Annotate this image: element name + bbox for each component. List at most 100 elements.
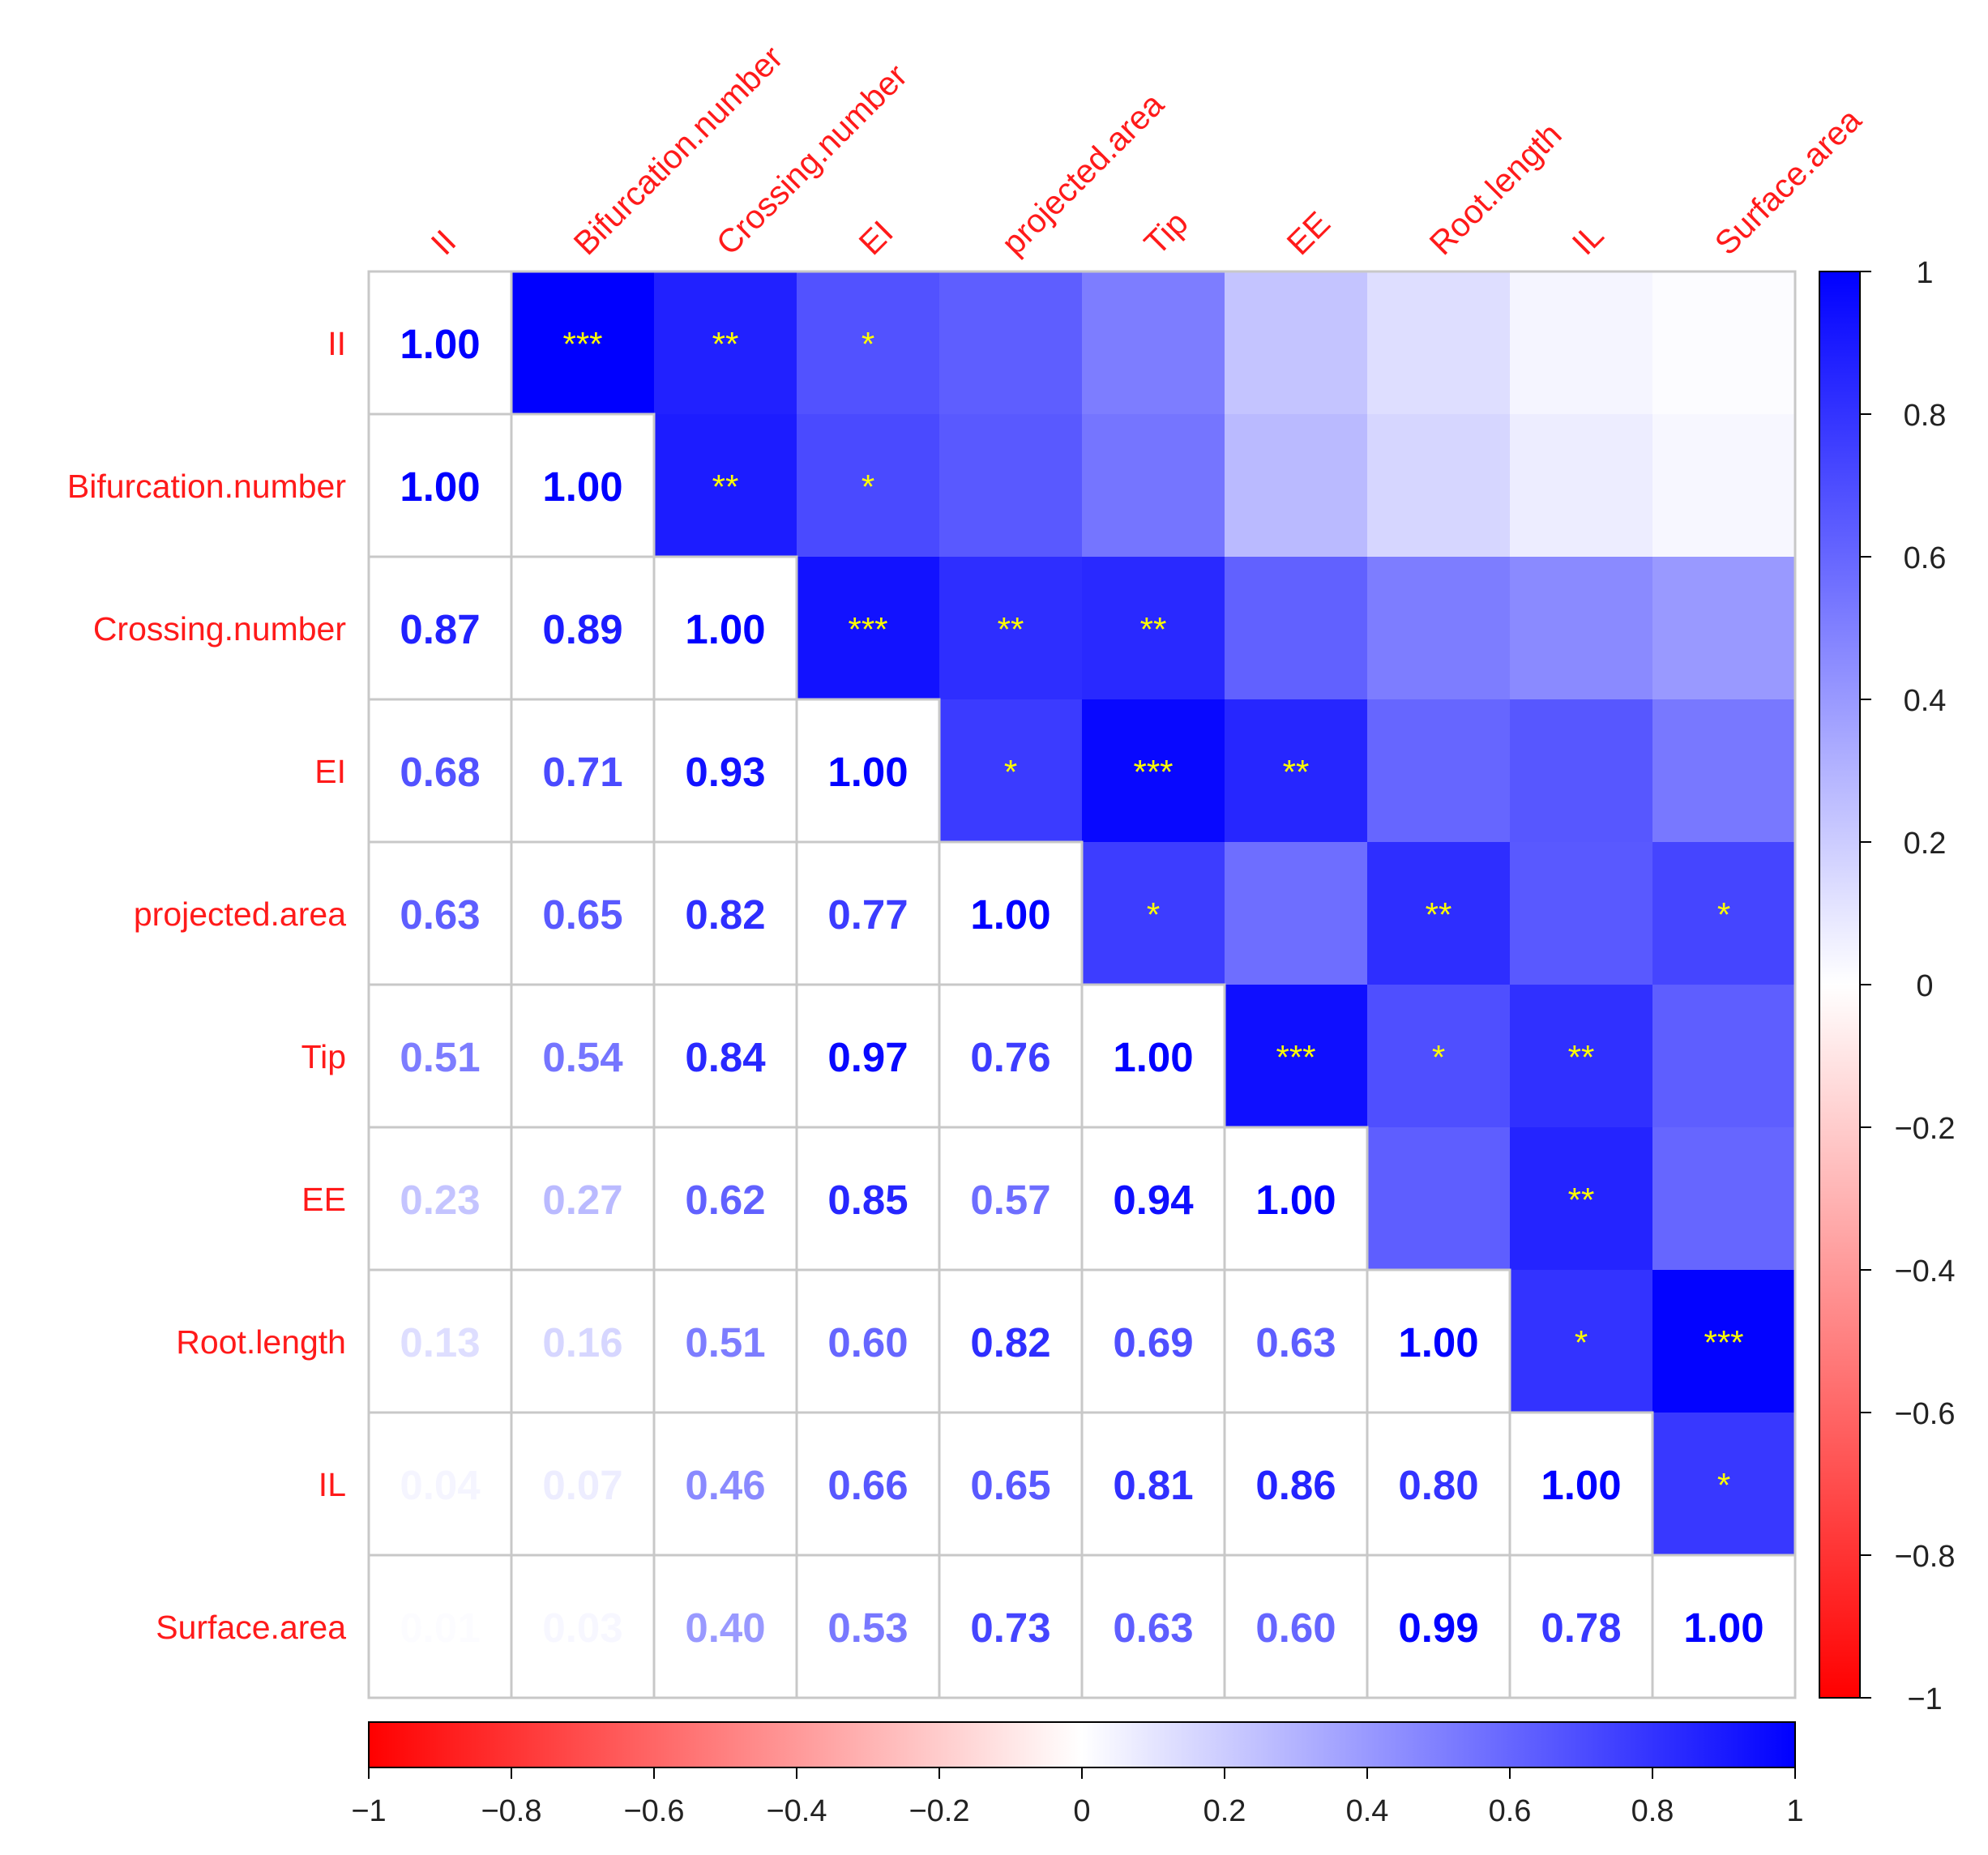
correlation-value: 0.13 [400, 1319, 480, 1366]
value-cell [511, 1413, 654, 1555]
heatmap-cell [1652, 271, 1796, 415]
row-label: EI [314, 753, 346, 790]
heatmap-cell [1510, 271, 1653, 415]
correlation-value: 0.03 [542, 1605, 622, 1651]
value-cell [511, 699, 654, 842]
correlation-value: 0.81 [1113, 1462, 1193, 1508]
row-label: projected.area [134, 895, 346, 933]
vertical-colorbar-tick-label: −0.4 [1894, 1254, 1955, 1289]
vertical-colorbar: 1 0.8 0.6 0.4 0.2 0 −0.2 −0.4 −0.6 −0.8 −1 [1819, 256, 1956, 1716]
correlation-value: 0.63 [400, 891, 480, 938]
value-cell [511, 414, 654, 557]
correlation-value: 0.66 [827, 1462, 908, 1508]
significance-stars: *** [1133, 753, 1173, 791]
significance-stars: *** [1276, 1038, 1315, 1076]
column-label: II [424, 223, 464, 263]
heatmap-cell [1510, 842, 1653, 985]
heatmap-cell [1367, 1127, 1511, 1271]
correlation-value: 0.97 [827, 1034, 908, 1080]
value-cell [654, 1413, 797, 1555]
matrix-cells [369, 271, 1796, 1698]
correlation-value: 0.99 [1398, 1605, 1478, 1651]
value-cell [511, 842, 654, 985]
heatmap-cell [1367, 271, 1511, 415]
value-cell [511, 985, 654, 1127]
value-cell [369, 1127, 511, 1270]
value-cell [1082, 985, 1225, 1127]
value-cell [369, 271, 511, 414]
heatmap-cell [1652, 1413, 1796, 1556]
correlation-value: 0.27 [542, 1177, 622, 1223]
correlation-value: 0.60 [827, 1319, 908, 1366]
correlation-value: 0.71 [542, 749, 622, 795]
vertical-colorbar-tick-label: 0.2 [1904, 827, 1947, 861]
horizontal-colorbar-tick-label: −0.8 [481, 1794, 541, 1828]
correlation-value: 0.51 [400, 1034, 480, 1080]
correlation-value: 0.40 [685, 1605, 765, 1651]
correlation-value: 1.00 [400, 321, 480, 367]
value-cell [369, 842, 511, 985]
heatmap-cell [1225, 271, 1368, 415]
heatmap-cell [939, 699, 1083, 843]
vertical-colorbar-tick-label: 0.8 [1904, 399, 1947, 433]
heatmap-cell [1510, 1127, 1653, 1271]
correlation-value: 0.07 [542, 1462, 622, 1508]
value-cell [1082, 1127, 1225, 1270]
column-label: Surface.area [1708, 101, 1869, 263]
value-cell [939, 1413, 1082, 1555]
heatmap-cell [1082, 414, 1225, 558]
significance-stars: ** [712, 468, 739, 506]
value-cell [654, 842, 797, 985]
value-cell [939, 1127, 1082, 1270]
significance-stars: ** [1140, 610, 1167, 648]
value-cell [1082, 1270, 1225, 1413]
correlation-value: 0.51 [685, 1319, 765, 1366]
horizontal-colorbar-tick-label: −0.4 [766, 1794, 827, 1828]
vertical-colorbar-gradient [1819, 271, 1861, 1699]
heatmap-cell [1367, 557, 1511, 700]
correlation-value: 0.94 [1113, 1177, 1194, 1223]
value-cell [797, 1413, 939, 1555]
correlation-value: 0.63 [1113, 1605, 1193, 1651]
vertical-colorbar-tick-label: 0.6 [1904, 541, 1947, 575]
value-cell [1225, 1270, 1367, 1413]
correlation-value: 0.68 [400, 749, 480, 795]
value-cell [654, 699, 797, 842]
value-cell [511, 1555, 654, 1698]
value-cell [1082, 1555, 1225, 1698]
correlation-value: 1.00 [970, 891, 1050, 938]
heatmap-cell [1082, 699, 1225, 843]
row-label: Tip [301, 1038, 346, 1075]
value-cell [939, 842, 1082, 985]
correlation-value: 1.00 [542, 464, 622, 510]
value-cell [797, 1127, 939, 1270]
heatmap-cell [1652, 699, 1796, 843]
heatmap-cell [1367, 414, 1511, 558]
heatmap-cell [1082, 557, 1225, 700]
significance-stars: *** [562, 325, 602, 363]
value-cell [939, 1555, 1082, 1698]
value-cell [369, 1270, 511, 1413]
value-cell [797, 1555, 939, 1698]
heatmap-cell [1510, 985, 1653, 1128]
horizontal-colorbar-tick-label: 0.2 [1203, 1794, 1246, 1828]
correlation-value: 0.84 [685, 1034, 766, 1080]
correlation-value: 0.89 [542, 606, 622, 652]
significance-stars: * [1432, 1038, 1445, 1076]
correlation-value: 0.53 [827, 1605, 908, 1651]
correlation-value: 0.80 [1398, 1462, 1478, 1508]
row-label: Crossing.number [93, 610, 346, 648]
value-cell [654, 1555, 797, 1698]
row-label: EE [301, 1181, 346, 1218]
heatmap-cell [1510, 557, 1653, 700]
row-label: II [327, 325, 346, 362]
correlation-value: 0.46 [685, 1462, 765, 1508]
value-cell [369, 699, 511, 842]
heatmap-cell [1225, 842, 1368, 985]
column-label: EI [852, 213, 900, 262]
significance-stars: ** [1283, 753, 1310, 791]
heatmap-cell [1367, 699, 1511, 843]
horizontal-colorbar-tick-label: 1 [1786, 1794, 1803, 1828]
horizontal-colorbar-tick-label: −0.2 [908, 1794, 969, 1828]
